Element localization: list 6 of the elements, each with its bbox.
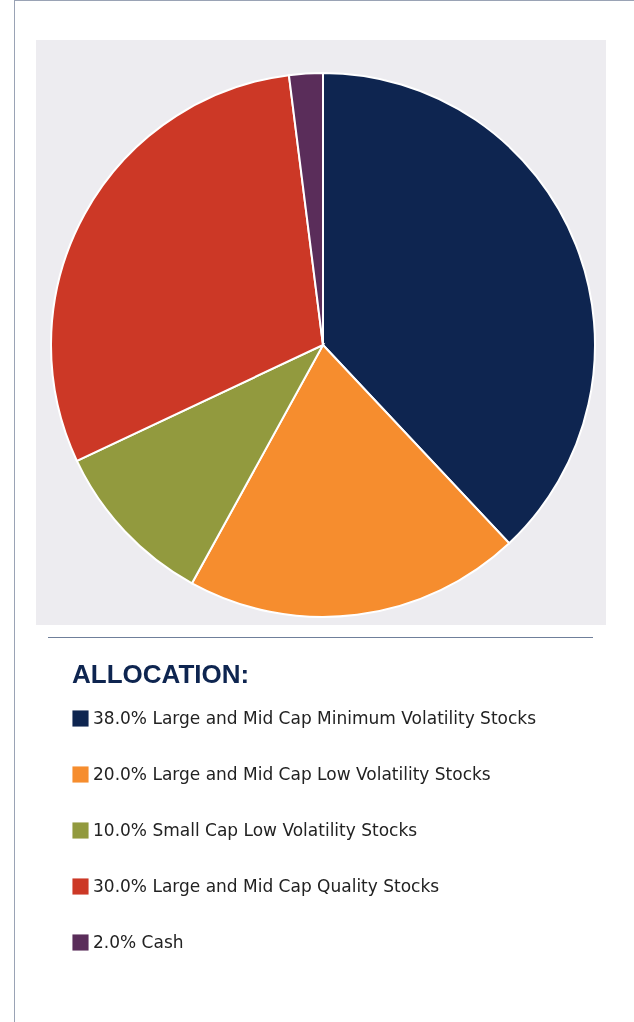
legend-label: 30.0% Large and Mid Cap Quality Stocks <box>93 875 440 896</box>
legend-label: 20.0% Large and Mid Cap Low Volatility Stocks <box>93 763 491 784</box>
legend-label: 10.0% Small Cap Low Volatility Stocks <box>93 819 418 840</box>
legend-label: 38.0% Large and Mid Cap Minimum Volatility Stocks <box>93 707 537 728</box>
legend-label: 2.0% Cash <box>93 931 184 952</box>
legend-title: ALLOCATION: <box>72 659 250 689</box>
